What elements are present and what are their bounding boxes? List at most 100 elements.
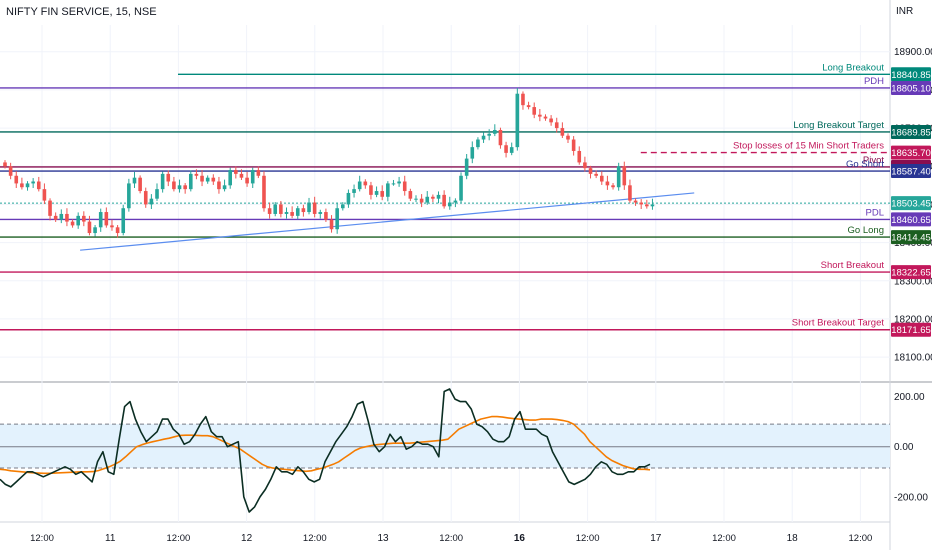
price-badge — [891, 196, 931, 211]
x-tick-label: 13 — [377, 533, 389, 544]
candle-body — [98, 212, 103, 228]
price-badge-text: 18503.45 — [891, 199, 931, 210]
candle-body — [183, 185, 187, 190]
candle-body — [588, 168, 593, 174]
oscillator-layer — [0, 388, 651, 513]
level-labels: Long Breakout 18840.85 PDH 18805.10 Long Bre… — [733, 62, 931, 337]
candle-body — [36, 181, 41, 190]
candle-body — [127, 183, 131, 209]
price-badge — [891, 265, 931, 280]
candle-body — [571, 139, 576, 151]
candle-body — [93, 227, 97, 234]
x-tick-label: 12:00 — [30, 533, 54, 544]
osc-y-tick-label: -200.00 — [894, 492, 928, 503]
osc-y-tick-label: 200.00 — [894, 392, 925, 403]
candle-body — [335, 208, 339, 230]
candle-body — [318, 212, 323, 214]
price-badge-text: 18805.10 — [891, 83, 931, 94]
candle-body — [211, 177, 216, 182]
chart-title: NIFTY FIN SERVICE, 15, NSE — [6, 6, 157, 18]
candles-layer — [3, 87, 655, 238]
price-badge-text: 18689.85 — [891, 127, 931, 138]
candle-body — [245, 177, 249, 184]
candle-body — [639, 202, 643, 205]
candle-body — [487, 133, 491, 136]
price-badge-text: 18635.70 — [891, 148, 931, 159]
candle-body — [436, 194, 441, 199]
candle-body — [284, 212, 289, 214]
candle-body — [504, 145, 508, 153]
price-badge-text: 18460.65 — [891, 215, 931, 226]
candle-body — [76, 215, 80, 226]
candle-body — [205, 177, 210, 182]
candle-body — [3, 162, 7, 167]
candle-body — [515, 93, 520, 148]
candle-body — [194, 173, 199, 176]
candle-body — [622, 166, 627, 186]
candle-body — [554, 122, 559, 129]
candle-body — [48, 200, 52, 216]
candle-body — [498, 129, 503, 146]
price-badge-text: 18322.65 — [891, 268, 931, 279]
candle-body — [397, 181, 401, 184]
candle-body — [115, 227, 120, 234]
candle-body — [20, 183, 24, 188]
candle-body — [8, 166, 13, 176]
x-tick-label: 12:00 — [712, 533, 736, 544]
candle-body — [521, 93, 525, 106]
candle-body — [59, 213, 64, 220]
price-badge — [891, 212, 931, 227]
candle-body — [633, 200, 638, 203]
candle-body — [42, 189, 47, 201]
currency-label: INR — [896, 6, 914, 17]
price-badge — [891, 322, 931, 337]
candle-body — [363, 181, 368, 186]
candle-body — [329, 219, 334, 230]
candle-body — [121, 208, 126, 234]
candle-body — [290, 212, 294, 216]
candle-body — [217, 181, 221, 190]
y-tick-label: 18100.00 — [894, 353, 932, 364]
candle-body — [160, 173, 165, 190]
candle-body — [357, 181, 362, 190]
candle-body — [324, 212, 328, 220]
candle-body — [645, 204, 649, 207]
candle-body — [65, 213, 69, 222]
price-badge-text: 18414.45 — [891, 233, 931, 244]
candle-body — [628, 185, 632, 201]
candle-body — [543, 116, 548, 119]
x-tick-label: 16 — [514, 533, 526, 544]
candle-body — [493, 129, 497, 134]
candle-body — [234, 170, 238, 174]
level-label: PDH — [864, 76, 884, 87]
candle-body — [239, 173, 244, 178]
candle-body — [110, 225, 114, 228]
x-tick-label: 12:00 — [303, 533, 327, 544]
candle-body — [53, 215, 58, 220]
candle-body — [149, 198, 154, 205]
x-tick-label: 12:00 — [849, 533, 873, 544]
candle-body — [583, 162, 587, 169]
candle-body — [25, 183, 30, 188]
candle-body — [188, 173, 193, 190]
candle-body — [374, 191, 379, 195]
candle-body — [447, 202, 452, 207]
candle-body — [391, 183, 396, 185]
osc-y-tick-label: 0.00 — [894, 442, 914, 453]
trendline[interactable] — [80, 192, 695, 251]
level-label: Go Short — [846, 159, 884, 170]
price-badge — [891, 164, 931, 179]
candle-body — [611, 185, 615, 188]
candle-body — [481, 135, 486, 140]
level-label: Go Long — [848, 225, 884, 236]
x-tick-label: 12:00 — [167, 533, 191, 544]
candle-body — [594, 173, 598, 176]
candle-body — [312, 202, 317, 214]
price-badge-text: 18840.85 — [891, 70, 931, 81]
level-lines — [0, 73, 890, 331]
oscillator-line — [0, 388, 651, 513]
candle-body — [31, 181, 35, 184]
candle-body — [307, 202, 311, 213]
candle-body — [143, 191, 148, 205]
